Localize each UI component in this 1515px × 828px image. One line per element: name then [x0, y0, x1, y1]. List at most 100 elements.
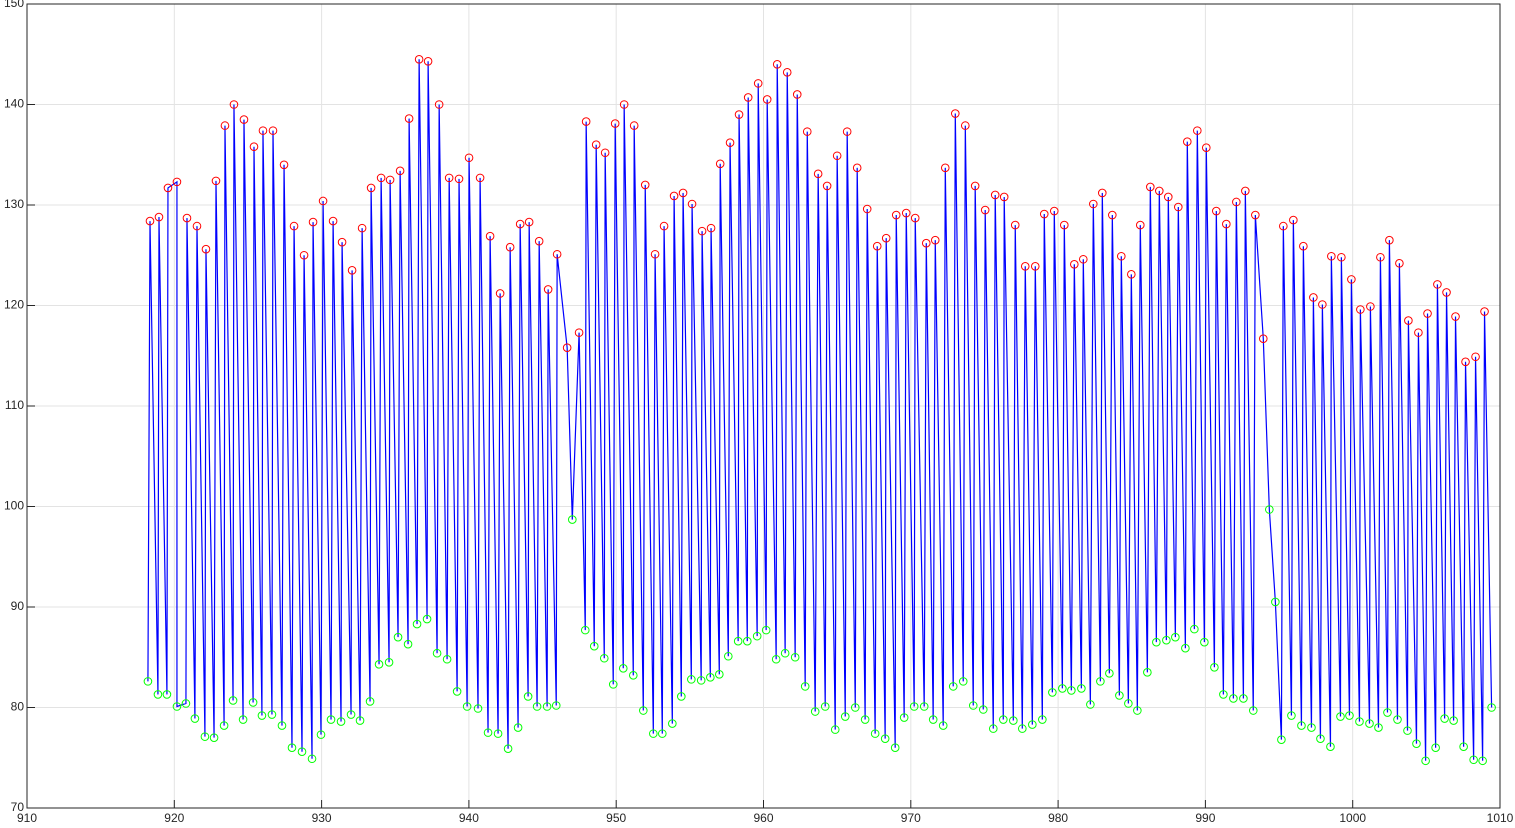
- marker: [1020, 262, 1030, 271]
- marker: [219, 721, 229, 730]
- marker: [715, 670, 724, 679]
- marker: [999, 715, 1008, 724]
- marker: [316, 730, 326, 739]
- marker: [1200, 637, 1209, 647]
- marker: [403, 639, 413, 649]
- marker: [872, 241, 882, 251]
- marker: [899, 713, 909, 722]
- marker: [347, 266, 357, 275]
- y-tick-label: 150: [4, 0, 24, 10]
- marker: [919, 702, 929, 711]
- marker: [523, 692, 533, 701]
- marker: [423, 56, 433, 66]
- marker: [336, 717, 346, 726]
- marker: [968, 701, 978, 710]
- marker: [687, 675, 696, 684]
- marker: [580, 625, 590, 635]
- marker: [211, 176, 221, 186]
- marker: [733, 636, 743, 646]
- marker: [464, 153, 474, 163]
- marker: [1067, 686, 1076, 695]
- marker: [990, 190, 1000, 200]
- marker: [581, 117, 591, 126]
- waveform-line: [147, 59, 1493, 761]
- marker: [1451, 312, 1460, 321]
- marker: [1058, 684, 1067, 693]
- y-tick-label: 120: [4, 298, 24, 312]
- marker: [257, 711, 267, 720]
- marker: [832, 151, 842, 161]
- marker: [1171, 632, 1180, 642]
- marker: [1010, 220, 1020, 230]
- marker: [1222, 219, 1231, 229]
- marker: [145, 216, 155, 226]
- marker: [608, 680, 618, 689]
- marker: [192, 221, 202, 231]
- marker: [1086, 700, 1095, 709]
- marker: [1289, 215, 1298, 225]
- marker: [999, 192, 1009, 202]
- marker: [742, 636, 752, 646]
- marker: [395, 166, 405, 176]
- marker: [1471, 352, 1480, 362]
- marker: [940, 163, 950, 173]
- marker: [677, 692, 686, 701]
- marker: [880, 734, 890, 743]
- y-tick-label: 80: [11, 700, 25, 714]
- marker: [669, 191, 679, 201]
- marker: [950, 109, 960, 118]
- marker: [640, 180, 650, 190]
- marker: [1146, 182, 1155, 192]
- marker: [1412, 739, 1421, 748]
- marker: [248, 698, 258, 707]
- marker: [190, 714, 200, 723]
- marker: [307, 754, 317, 764]
- marker: [639, 706, 648, 715]
- marker: [1395, 258, 1404, 268]
- marker: [697, 226, 707, 236]
- marker: [1459, 742, 1468, 751]
- marker: [574, 328, 584, 337]
- marker: [723, 651, 733, 661]
- marker: [513, 723, 523, 732]
- marker: [752, 631, 762, 641]
- marker: [910, 213, 920, 223]
- marker: [1201, 143, 1211, 153]
- marker: [1374, 723, 1383, 732]
- marker: [628, 671, 638, 680]
- marker: [1162, 635, 1171, 645]
- marker: [308, 217, 318, 227]
- marker: [357, 223, 367, 233]
- marker: [267, 710, 277, 719]
- marker: [268, 126, 278, 135]
- marker: [1297, 721, 1306, 730]
- marker: [1376, 252, 1385, 262]
- marker: [422, 614, 432, 624]
- marker: [610, 119, 620, 128]
- marker: [1356, 305, 1365, 314]
- marker: [1182, 137, 1192, 146]
- marker: [1248, 706, 1258, 715]
- marker: [649, 729, 658, 738]
- marker: [1192, 126, 1202, 135]
- marker: [810, 707, 820, 716]
- marker: [503, 744, 513, 754]
- marker: [813, 169, 823, 179]
- marker: [1327, 251, 1336, 261]
- marker: [1251, 210, 1260, 220]
- marker: [1143, 668, 1152, 677]
- marker: [434, 100, 444, 109]
- marker: [1366, 302, 1375, 311]
- marker: [1403, 726, 1412, 735]
- marker: [220, 121, 230, 130]
- marker: [475, 173, 485, 183]
- marker: [299, 250, 309, 260]
- marker: [154, 212, 164, 222]
- marker: [1449, 716, 1458, 725]
- marker: [1431, 743, 1440, 753]
- marker: [761, 625, 771, 635]
- marker: [1009, 716, 1018, 725]
- marker: [532, 702, 542, 711]
- marker: [1318, 300, 1327, 309]
- marker: [493, 729, 503, 738]
